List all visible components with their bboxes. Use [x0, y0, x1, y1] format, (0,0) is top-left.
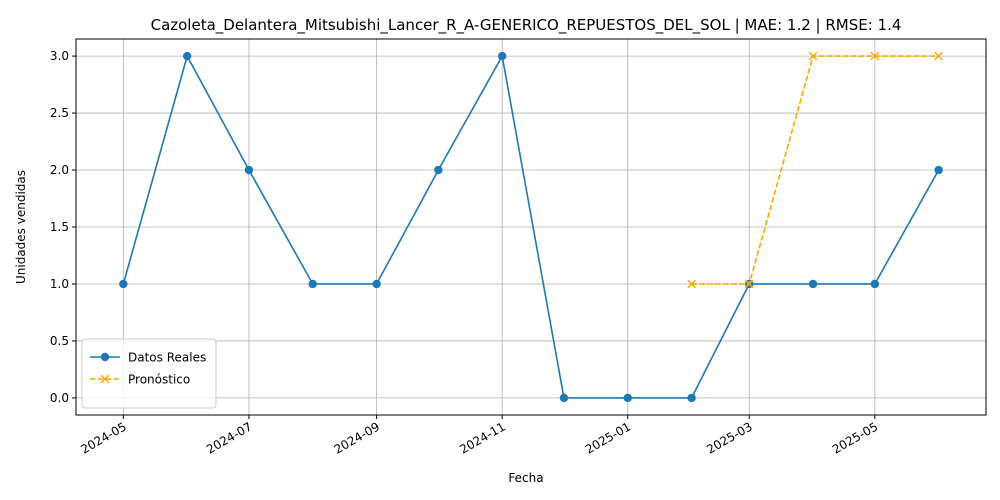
data-point	[244, 165, 254, 175]
x-marker-stroke	[870, 51, 880, 61]
y-tick-label: 0.0	[50, 391, 69, 405]
data-point	[308, 279, 317, 289]
legend-swatch-marker	[100, 374, 110, 384]
x-marker-stroke	[808, 51, 818, 61]
data-point	[497, 51, 507, 61]
y-axis-label: Unidades vendidas	[14, 170, 28, 284]
legend-label: Datos Reales	[128, 351, 206, 365]
data-point	[372, 279, 381, 289]
y-tick-label: 1.0	[50, 277, 69, 291]
forecast-point	[808, 51, 818, 61]
y-tick-label: 2.5	[50, 106, 69, 120]
legend-label: Pronóstico	[128, 373, 190, 387]
y-axis-ticks: 0.0 0.5 1.0 1.5 2.0 2.5 3.0	[50, 49, 76, 405]
x-axis-label: Fecha	[508, 471, 543, 485]
data-point	[808, 279, 818, 289]
series-0	[119, 51, 943, 403]
x-marker-stroke	[687, 279, 696, 289]
data-point	[623, 393, 632, 403]
x-marker-stroke	[744, 279, 754, 289]
forecast-point	[744, 279, 754, 289]
legend-swatch-marker	[100, 352, 110, 362]
legend: Datos Reales Pronóstico	[81, 338, 217, 409]
series-line	[122, 53, 940, 399]
data-point	[434, 165, 443, 175]
forecast-point	[687, 279, 696, 289]
y-tick-label: 0.5	[50, 334, 69, 348]
y-tick-label: 3.0	[50, 49, 69, 63]
data-point	[182, 51, 192, 61]
y-tick-label: 1.5	[50, 220, 69, 234]
chart-title: Cazoleta_Delantera_Mitsubishi_Lancer_R_A…	[151, 16, 902, 35]
x-marker-stroke	[100, 374, 110, 384]
data-point	[559, 393, 569, 403]
data-point	[870, 279, 880, 289]
legend-item: Datos Reales	[90, 351, 206, 365]
data-point	[119, 279, 128, 289]
x-marker-stroke	[934, 51, 943, 61]
data-point	[687, 393, 696, 403]
forecast-point	[870, 51, 880, 61]
data-point	[934, 165, 943, 175]
forecast-point	[934, 51, 943, 61]
y-tick-label: 2.0	[50, 163, 69, 177]
series-1	[687, 51, 943, 289]
legend-item: Pronóstico	[90, 373, 190, 387]
series-layer	[119, 51, 943, 403]
